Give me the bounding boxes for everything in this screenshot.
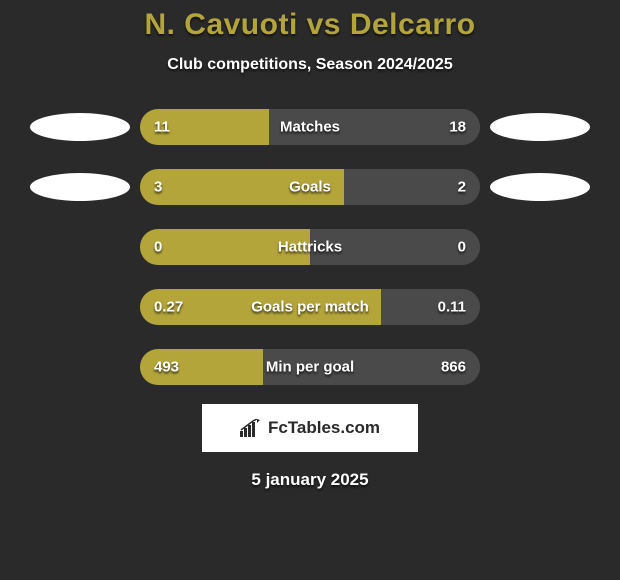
stat-label: Hattricks: [278, 239, 342, 256]
flag-placeholder: [30, 353, 130, 381]
stat-value-left: 11: [154, 119, 170, 136]
page-title: N. Cavuoti vs Delcarro: [0, 8, 620, 42]
flag-placeholder: [30, 233, 130, 261]
stat-label: Matches: [280, 119, 340, 136]
player-right-flag: [490, 173, 590, 201]
player-right-flag: [490, 113, 590, 141]
stat-value-left: 0: [154, 239, 162, 256]
stat-value-right: 2: [458, 179, 466, 196]
stat-bar: 493 Min per goal 866: [140, 349, 480, 385]
bar-chart-icon: [240, 419, 262, 437]
flag-placeholder: [490, 353, 590, 381]
stat-value-right: 18: [449, 119, 466, 136]
stat-bar: 3 Goals 2: [140, 169, 480, 205]
brand-box[interactable]: FcTables.com: [202, 404, 418, 452]
flag-placeholder: [490, 293, 590, 321]
player-left-flag: [30, 113, 130, 141]
subtitle: Club competitions, Season 2024/2025: [0, 56, 620, 74]
player-left-flag: [30, 173, 130, 201]
stat-row: 0.27 Goals per match 0.11: [0, 284, 620, 330]
stat-row: 3 Goals 2: [0, 164, 620, 210]
brand-text: FcTables.com: [268, 418, 380, 438]
stat-value-right: 866: [441, 359, 466, 376]
date-label: 5 january 2025: [0, 470, 620, 490]
stats-rows: 11 Matches 18 3 Goals 2 0 Hattricks 0 0.27 Goals p…: [0, 104, 620, 390]
stat-label: Min per goal: [266, 359, 354, 376]
stat-value-left: 0.27: [154, 299, 183, 316]
stat-label: Goals: [289, 179, 331, 196]
flag-placeholder: [30, 293, 130, 321]
stat-bar: 0 Hattricks 0: [140, 229, 480, 265]
stat-value-left: 493: [154, 359, 179, 376]
stat-value-right: 0: [458, 239, 466, 256]
flag-placeholder: [490, 233, 590, 261]
stat-row: 493 Min per goal 866: [0, 344, 620, 390]
stat-row: 0 Hattricks 0: [0, 224, 620, 270]
stat-row: 11 Matches 18: [0, 104, 620, 150]
stat-label: Goals per match: [251, 299, 369, 316]
stat-bar: 0.27 Goals per match 0.11: [140, 289, 480, 325]
stat-value-right: 0.11: [438, 299, 466, 316]
stat-value-left: 3: [154, 179, 162, 196]
stat-bar: 11 Matches 18: [140, 109, 480, 145]
